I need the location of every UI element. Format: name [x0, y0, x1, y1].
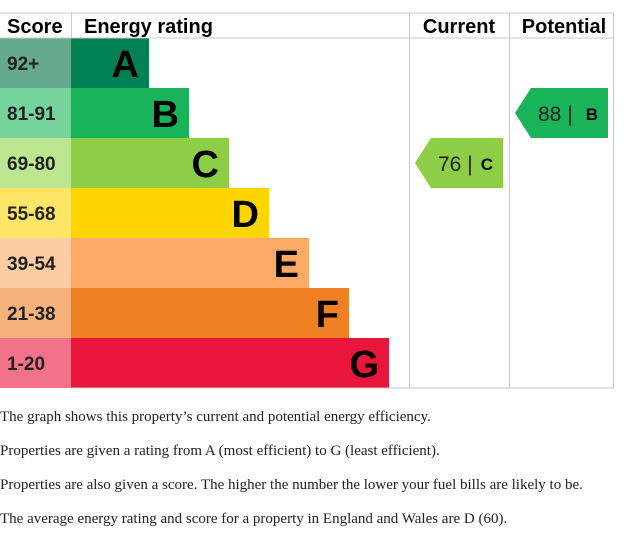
band-bar-e	[71, 238, 309, 288]
score-label-a: 92+	[7, 54, 39, 75]
rating-indicators: 76 | C 88 | B	[415, 88, 608, 188]
description-line-4: The average energy rating and score for …	[0, 511, 508, 527]
description-line-1: The graph shows this property’s current …	[0, 409, 431, 425]
energy-rating-chart: Score Energy rating Current Potential 92…	[0, 12, 614, 389]
potential-rating-letter: B	[586, 105, 598, 124]
description-line-2: Properties are given a rating from A (mo…	[0, 443, 440, 459]
rating-bands: 92+ A 81-91 B 69-80 C 55-68 D 39-54 E 21-38 F 1-20 G	[0, 38, 389, 388]
score-cell-d	[0, 188, 71, 238]
potential-rating-arrow	[515, 88, 608, 138]
current-rating-arrow	[415, 138, 503, 188]
description-line-3: Properties are also given a score. The h…	[0, 477, 583, 493]
band-bar-f	[71, 288, 349, 338]
score-cell-e	[0, 238, 71, 288]
band-bar-a	[71, 38, 149, 88]
band-letter-c: C	[192, 144, 219, 186]
current-rating-letter: C	[481, 155, 493, 174]
header-score: Score	[7, 16, 63, 38]
band-bar-c	[71, 138, 229, 188]
score-label-d: 55-68	[7, 204, 56, 225]
score-cell-c	[0, 138, 71, 188]
header-energy-rating: Energy rating	[84, 16, 213, 38]
band-bar-g	[71, 338, 389, 388]
current-rating-value: 76 |	[438, 153, 473, 176]
band-letter-f: F	[316, 294, 339, 336]
score-cell-a	[0, 38, 71, 88]
header-current: Current	[423, 16, 496, 38]
band-bar-b	[71, 88, 189, 138]
band-letter-b: B	[152, 94, 179, 136]
band-letter-a: A	[112, 44, 139, 86]
score-label-b: 81-91	[7, 104, 56, 125]
band-bar-d	[71, 188, 269, 238]
band-letter-e: E	[274, 244, 299, 286]
header-potential: Potential	[522, 16, 606, 38]
score-label-c: 69-80	[7, 154, 56, 175]
score-label-g: 1-20	[7, 354, 45, 375]
score-label-e: 39-54	[7, 254, 56, 275]
score-cell-b	[0, 88, 71, 138]
band-letter-g: G	[349, 344, 379, 386]
potential-rating-value: 88 |	[538, 103, 573, 126]
table-grid-lines	[0, 12, 614, 389]
score-label-f: 21-38	[7, 304, 56, 325]
band-letter-d: D	[232, 194, 259, 236]
score-cell-g	[0, 338, 71, 388]
score-cell-f	[0, 288, 71, 338]
